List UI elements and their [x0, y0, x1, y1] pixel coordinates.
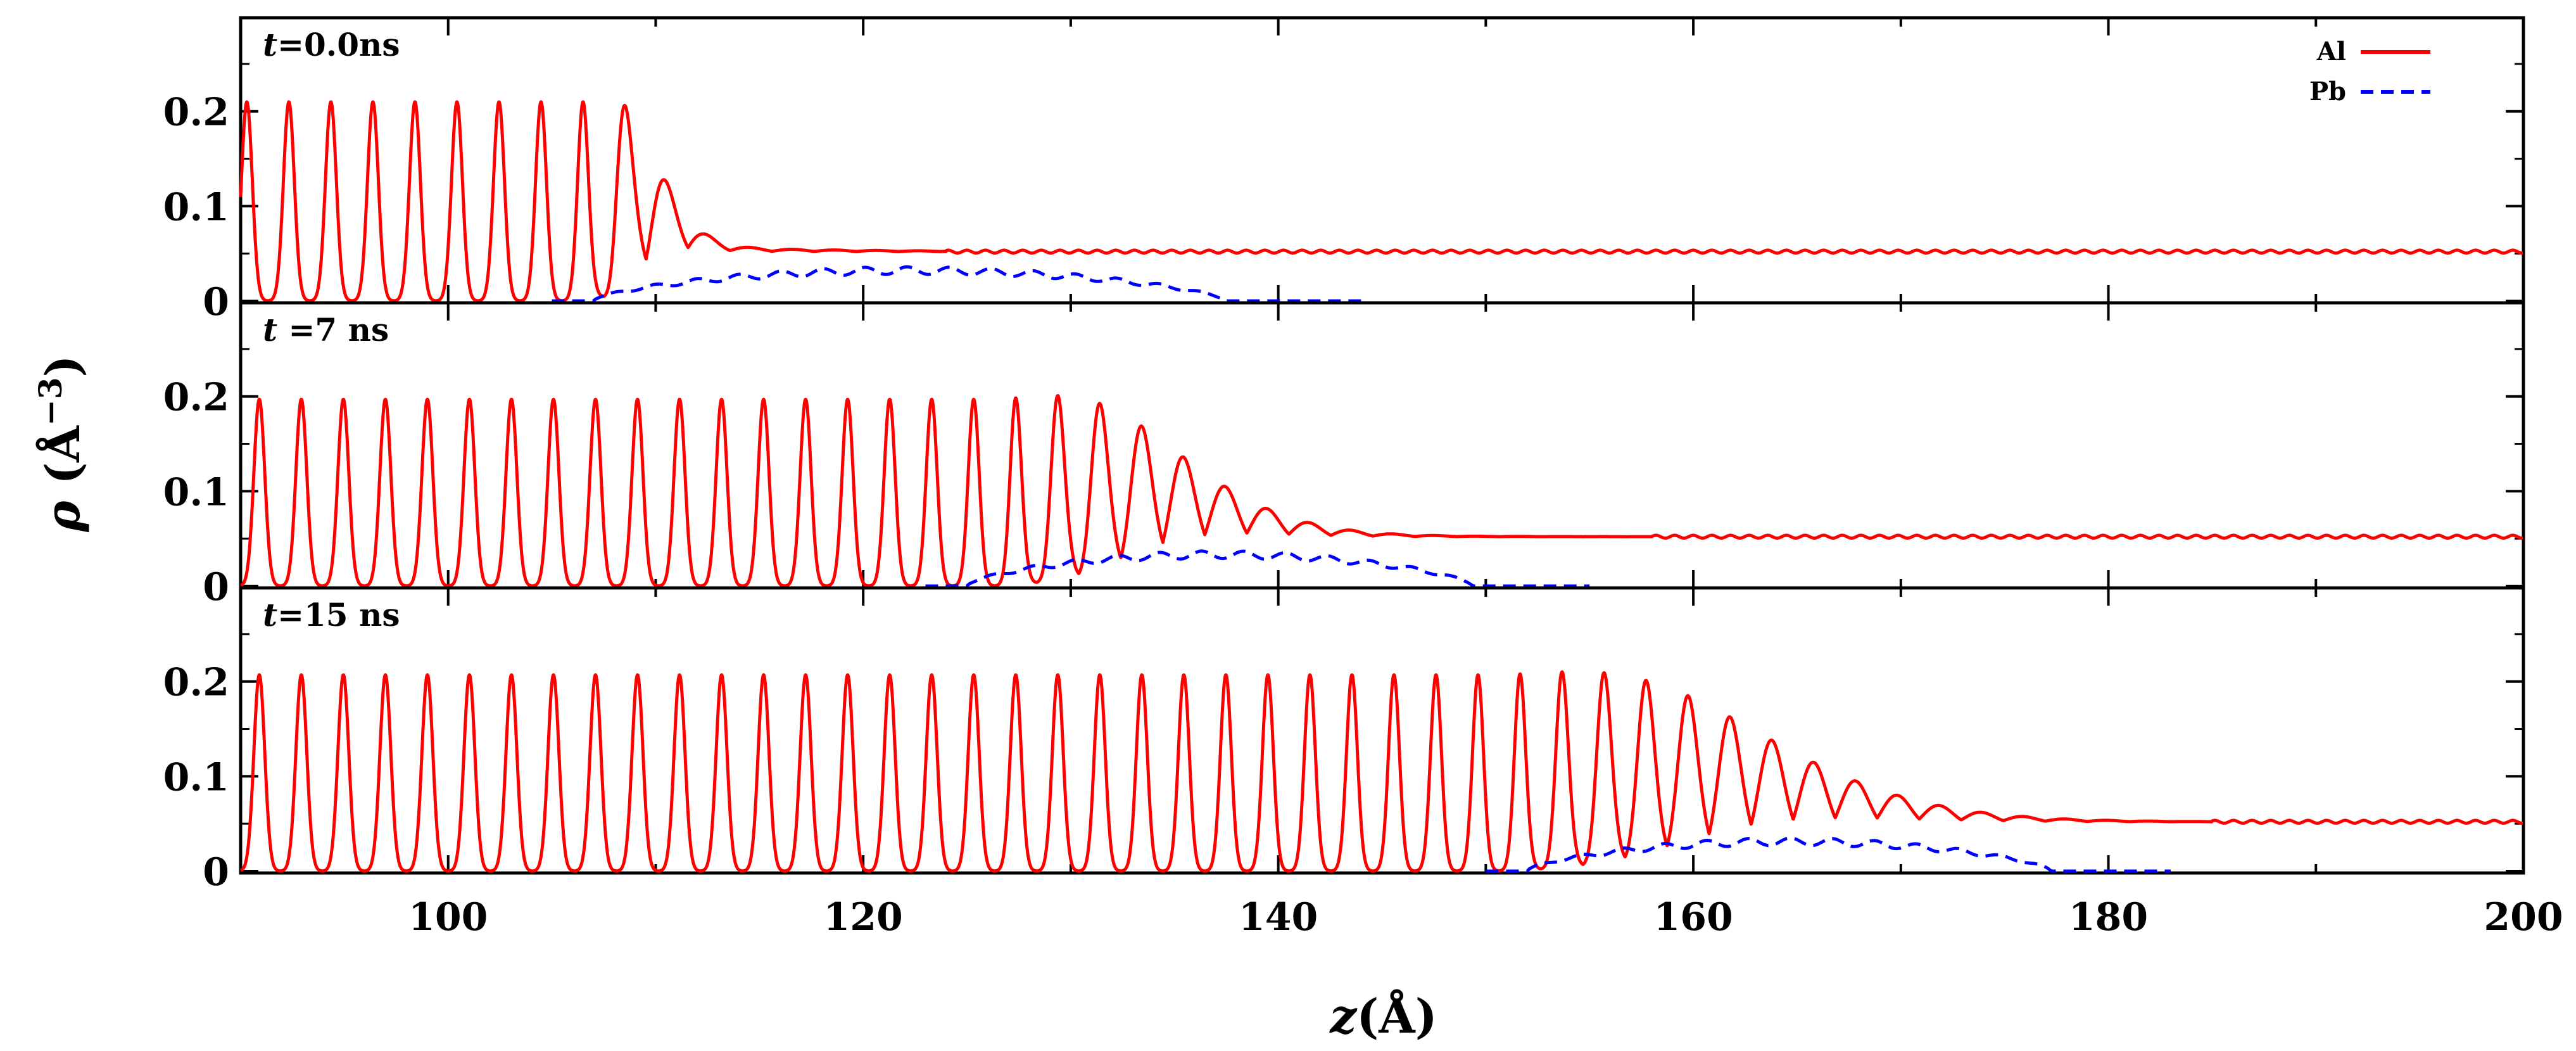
y-tick-label: 0.1 [163, 185, 229, 229]
x-axis-title: z(Å) [1329, 988, 1437, 1044]
legend-label-al: Al [2316, 37, 2346, 67]
x-tick-label: 180 [2069, 895, 2148, 940]
al-series-line [239, 670, 2525, 873]
y-tick-label: 0 [203, 565, 229, 609]
x-tick-label: 200 [2484, 895, 2563, 940]
panel-0: 0 0.1 0.2 [163, 16, 2525, 324]
pb-series-line [552, 265, 1361, 303]
panel-label-t7: t =7 ns [263, 311, 389, 348]
x-tick-label: 120 [824, 895, 903, 940]
panel-label-t15: t=15 ns [263, 596, 400, 634]
panel-label-t0: t=0.0ns [263, 26, 400, 63]
pb-series-line [925, 549, 1590, 588]
legend-label-pb: Pb [2309, 77, 2346, 106]
y-tick-label: 0.1 [163, 755, 229, 799]
panel-2: 0 0.1 0.2 [163, 586, 2525, 895]
panel-1: 0 0.1 0.2 [163, 301, 2525, 609]
panels-layer: 0 0.1 0.2 0 0.1 0.2 0 0.1 0.2 100 120 140 160 180 200 [163, 16, 2563, 940]
y-axis-title: ρ (Å−3) [32, 355, 91, 532]
y-tick-label: 0 [203, 280, 229, 324]
x-tick-label: 140 [1239, 895, 1318, 940]
x-tick-label: 160 [1653, 895, 1733, 940]
panel-frame [239, 586, 2525, 875]
legend: Al Pb [2309, 37, 2430, 106]
y-tick-label: 0.2 [163, 376, 229, 420]
panel-frame [239, 301, 2525, 590]
x-tick-label: 100 [408, 895, 488, 940]
al-series-line [239, 100, 2525, 303]
y-tick-label: 0.1 [163, 470, 229, 514]
y-tick-label: 0.2 [163, 91, 229, 135]
al-series-line [239, 394, 2525, 588]
y-tick-label: 0.2 [163, 661, 229, 705]
y-tick-label: 0 [203, 850, 229, 895]
panel-frame [239, 16, 2525, 305]
